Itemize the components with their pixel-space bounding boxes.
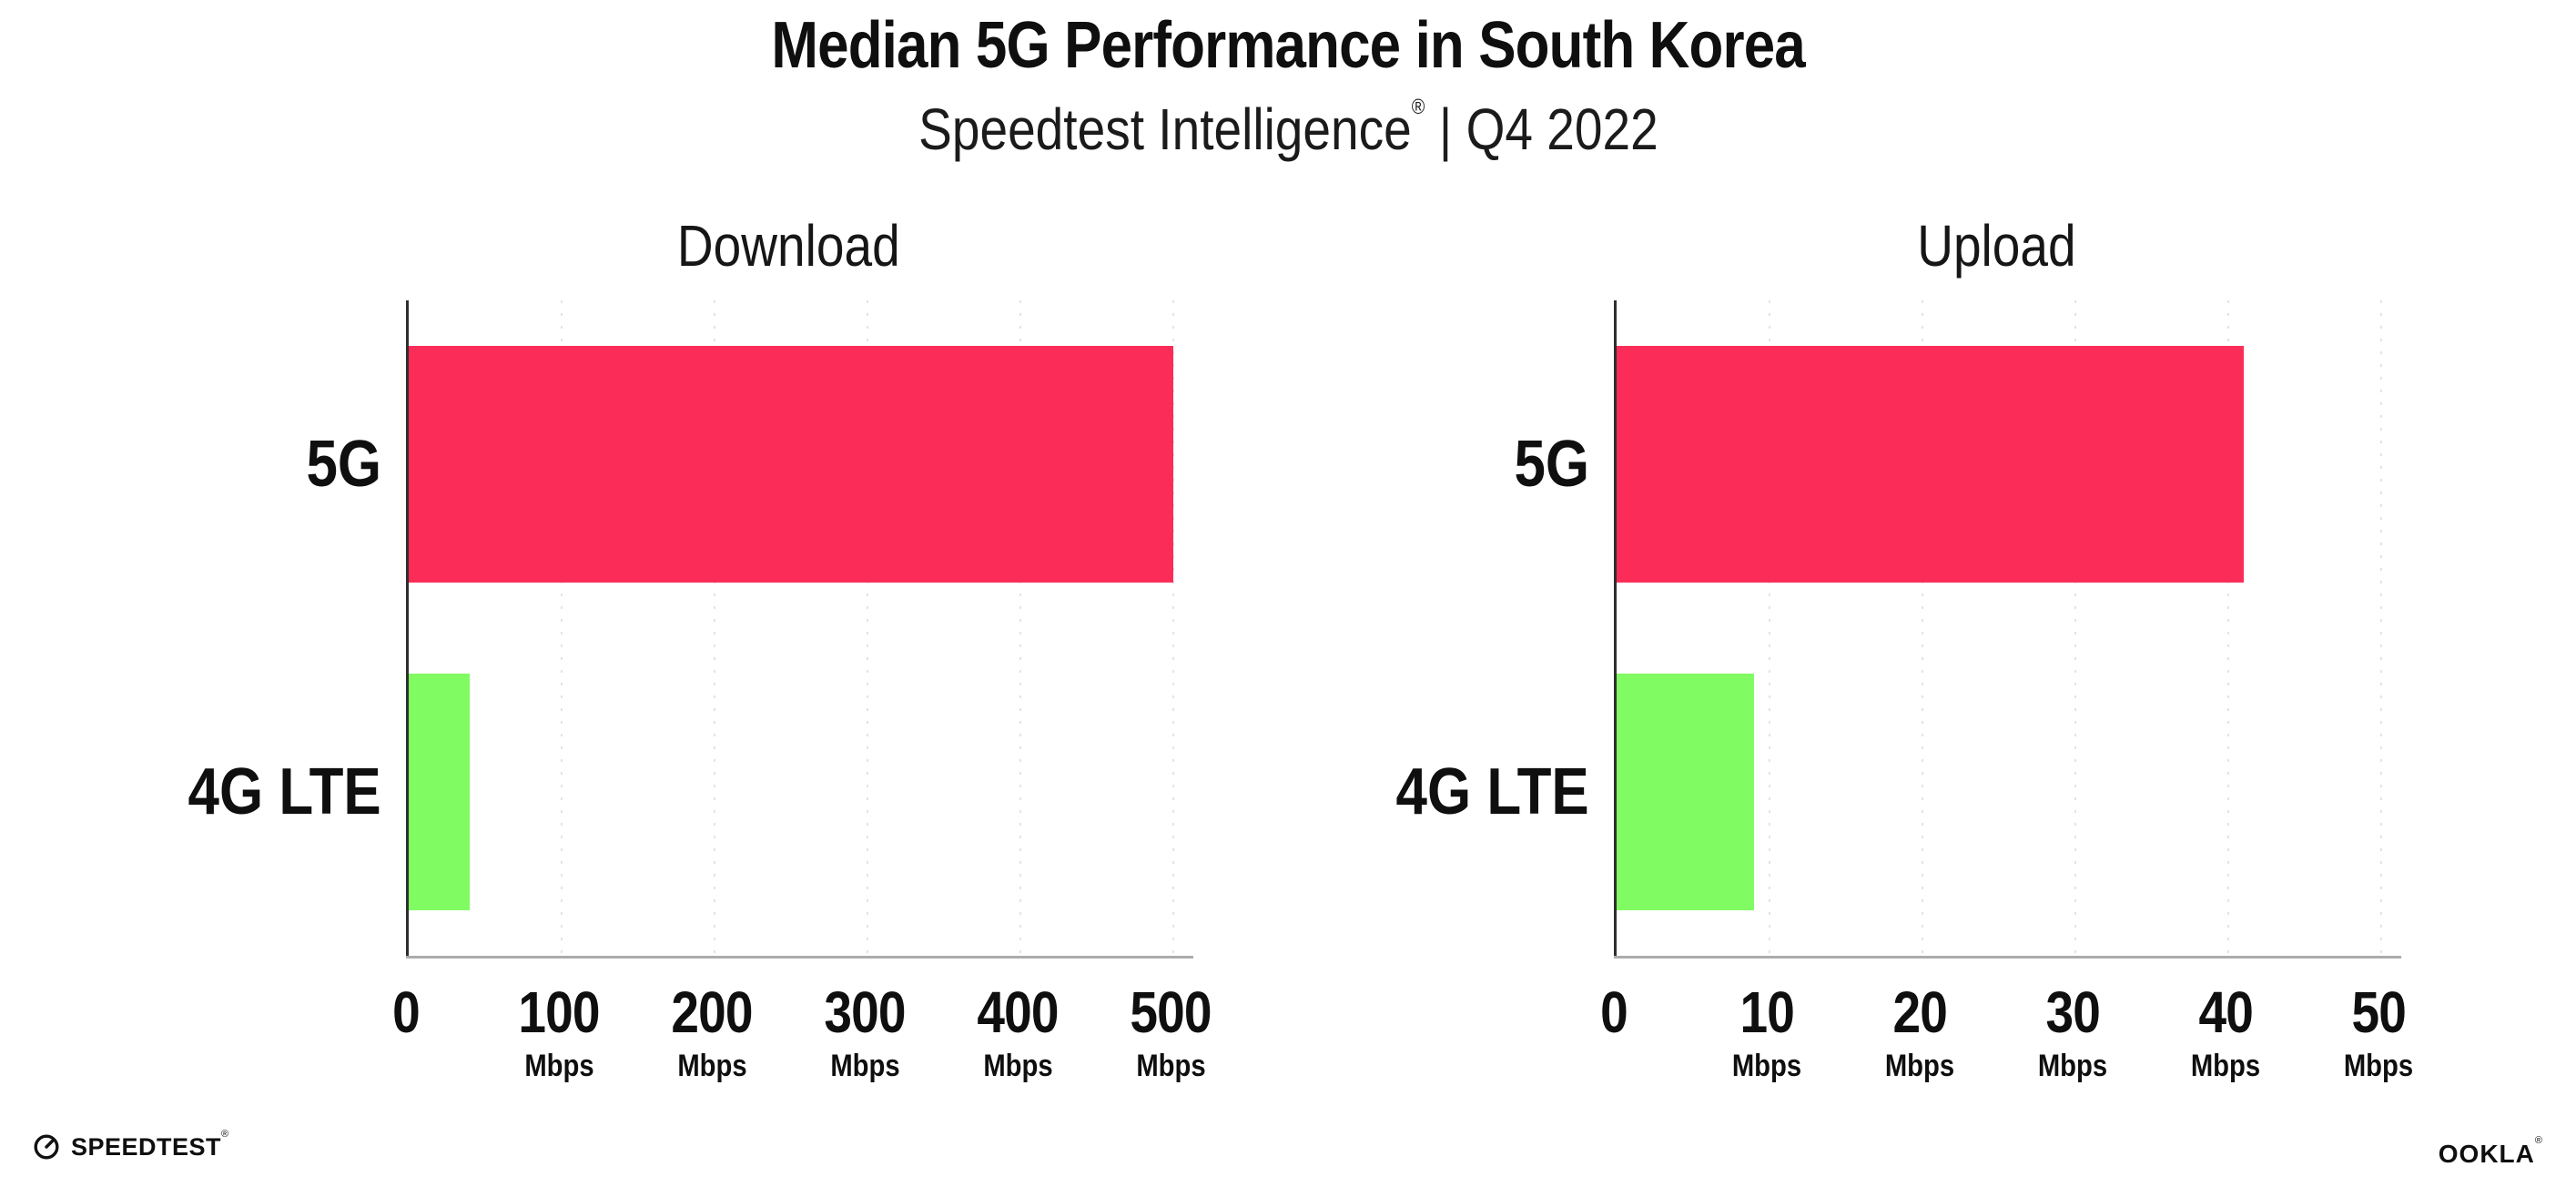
x-tick-300: 300 Mbps bbox=[817, 983, 912, 1081]
x-tick-value: 200 bbox=[671, 979, 753, 1045]
x-tick-unit: Mbps bbox=[2190, 1049, 2261, 1083]
bar-4g-lte-download bbox=[409, 674, 471, 910]
chart-title-upload: Upload bbox=[1614, 217, 2378, 275]
x-tick-200: 200 Mbps bbox=[664, 983, 759, 1081]
gridline-50 bbox=[2380, 300, 2382, 956]
speedtest-logo: SPEEDTEST® bbox=[33, 1129, 229, 1161]
subtitle-separator: | bbox=[1438, 96, 1452, 162]
x-tick-unit: Mbps bbox=[1135, 1049, 1206, 1083]
speedtest-wordmark: SPEEDTEST® bbox=[71, 1129, 229, 1161]
category-label-5g: 5G bbox=[294, 431, 381, 497]
x-tick-20: 20 Mbps bbox=[1880, 983, 1961, 1081]
gridline-200 bbox=[714, 300, 715, 956]
x-tick-30: 30 Mbps bbox=[2033, 983, 2114, 1081]
x-tick-unit: Mbps bbox=[2037, 1049, 2108, 1083]
ookla-wordmark: OOKLA bbox=[2438, 1140, 2535, 1168]
x-tick-10: 10 Mbps bbox=[1727, 983, 1808, 1081]
registered-mark: ® bbox=[1411, 95, 1425, 118]
page-subtitle: Speedtest Intelligence® | Q4 2022 bbox=[0, 96, 2576, 159]
x-tick-40: 40 Mbps bbox=[2186, 983, 2267, 1081]
category-label-text-4g-lte: 4G LTE bbox=[188, 756, 381, 828]
x-axis-upload: 0 10 Mbps 20 Mbps 30 Mbps 40 Mbps 50 Mbps bbox=[1600, 983, 2413, 1111]
speedtest-label: SPEEDTEST bbox=[71, 1132, 222, 1161]
category-label-text-5g: 5G bbox=[306, 428, 381, 501]
page-title-text: Median 5G Performance in South Korea bbox=[771, 9, 1805, 82]
gridline-500 bbox=[1172, 300, 1174, 956]
ookla-logo: OOKLA® bbox=[2438, 1136, 2543, 1168]
bar-4g-lte-upload bbox=[1617, 674, 1755, 910]
x-tick-0: 0 bbox=[390, 983, 422, 1041]
gridline-100 bbox=[561, 300, 563, 956]
x-tick-500: 500 Mbps bbox=[1123, 983, 1218, 1081]
x-tick-value: 0 bbox=[1600, 979, 1628, 1045]
x-tick-400: 400 Mbps bbox=[970, 983, 1065, 1081]
x-tick-50: 50 Mbps bbox=[2338, 983, 2419, 1081]
x-tick-value: 50 bbox=[2351, 979, 2406, 1045]
gridline-400 bbox=[1019, 300, 1021, 956]
x-tick-value: 100 bbox=[518, 979, 600, 1045]
x-tick-value: 30 bbox=[2045, 979, 2100, 1045]
gauge-icon bbox=[34, 1134, 59, 1160]
speedtest-registered-mark: ® bbox=[221, 1128, 229, 1140]
chart-title-download-text: Download bbox=[676, 213, 900, 279]
page-subtitle-text: Speedtest Intelligence® | Q4 2022 bbox=[918, 96, 1658, 159]
plot-area-upload: 5G 4G LTE bbox=[1396, 300, 2401, 959]
x-axis-download: 0 100 Mbps 200 Mbps 300 Mbps 400 Mbps 500 Mbps bbox=[392, 983, 1212, 1111]
x-tick-value: 300 bbox=[824, 979, 906, 1045]
x-tick-unit: Mbps bbox=[829, 1049, 900, 1083]
gridline-30 bbox=[2074, 300, 2076, 956]
ookla-registered-mark: ® bbox=[2534, 1135, 2543, 1146]
x-tick-unit: Mbps bbox=[523, 1049, 594, 1083]
x-tick-0: 0 bbox=[1598, 983, 1630, 1041]
x-tick-unit: Mbps bbox=[2343, 1049, 2414, 1083]
x-tick-value: 40 bbox=[2198, 979, 2253, 1045]
plot-area-download: 5G 4G LTE bbox=[188, 300, 1193, 959]
header: Median 5G Performance in South Korea Spe… bbox=[0, 0, 2576, 158]
gridline-20 bbox=[1922, 300, 1923, 956]
x-tick-unit: Mbps bbox=[1884, 1049, 1955, 1083]
x-tick-value: 500 bbox=[1130, 979, 1212, 1045]
x-tick-unit: Mbps bbox=[676, 1049, 747, 1083]
category-label-4g-lte: 4G LTE bbox=[1364, 759, 1589, 825]
category-label-text-4g-lte: 4G LTE bbox=[1395, 756, 1589, 828]
category-label-4g-lte: 4G LTE bbox=[157, 759, 381, 825]
x-tick-unit: Mbps bbox=[982, 1049, 1053, 1083]
gridline-300 bbox=[867, 300, 868, 956]
gridline-10 bbox=[1769, 300, 1770, 956]
bar-5g-upload bbox=[1617, 346, 2244, 583]
page-title: Median 5G Performance in South Korea bbox=[0, 13, 2576, 78]
x-tick-value: 400 bbox=[977, 979, 1059, 1045]
category-label-5g: 5G bbox=[1502, 431, 1589, 497]
bar-5g-download bbox=[409, 346, 1173, 583]
x-tick-value: 10 bbox=[1739, 979, 1794, 1045]
x-tick-100: 100 Mbps bbox=[512, 983, 606, 1081]
subtitle-brand: Speedtest Intelligence bbox=[918, 96, 1412, 162]
subtitle-period: Q4 2022 bbox=[1465, 96, 1658, 162]
chart-title-download: Download bbox=[406, 217, 1171, 275]
x-tick-value: 20 bbox=[1892, 979, 1947, 1045]
category-label-text-5g: 5G bbox=[1514, 428, 1589, 501]
chart-title-upload-text: Upload bbox=[1916, 213, 2076, 279]
gridline-40 bbox=[2227, 300, 2229, 956]
x-tick-unit: Mbps bbox=[1731, 1049, 1802, 1083]
x-tick-value: 0 bbox=[392, 979, 421, 1045]
